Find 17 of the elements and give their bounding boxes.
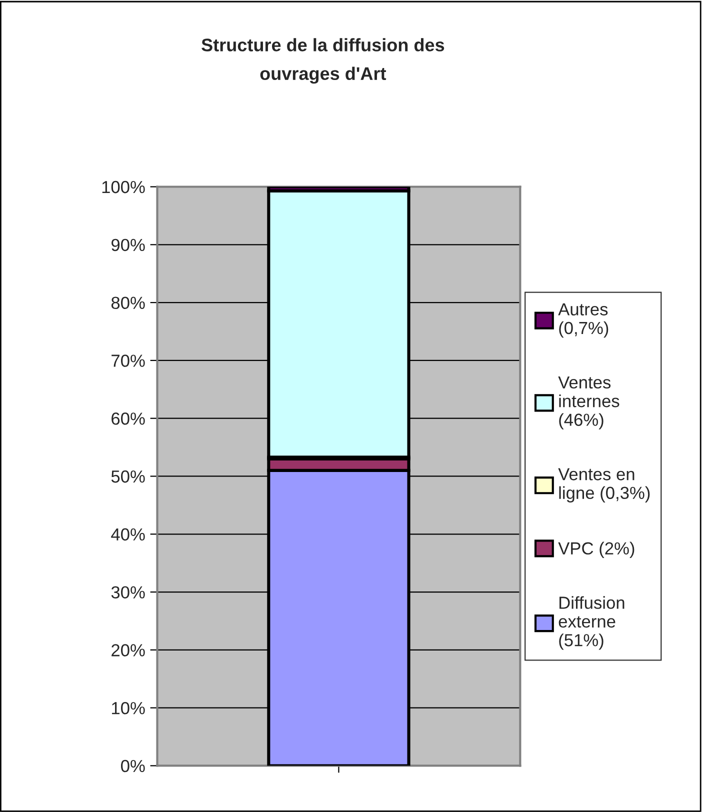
y-tick-label: 70% xyxy=(112,354,145,367)
chart-title: Structure de la diffusion des ouvrages d'Art xyxy=(202,38,444,84)
legend-label: Ventes internes (46%) xyxy=(558,376,620,430)
y-tick-label: 100% xyxy=(102,180,145,194)
y-tick-label: 40% xyxy=(111,528,145,541)
legend-label: VPC (2%) xyxy=(558,542,634,558)
y-tick-label: 30% xyxy=(111,586,145,598)
y-tick-label: 60% xyxy=(112,412,145,425)
y-tick-label: 50% xyxy=(111,470,145,483)
y-tick-label: 80% xyxy=(111,296,145,310)
legend-label: Ventes en ligne (0,3%) xyxy=(558,468,650,502)
y-tick-label: 0% xyxy=(121,760,145,772)
legend-label: Diffusion externe (51%) xyxy=(558,596,624,650)
y-tick-label: 20% xyxy=(112,644,145,656)
y-tick-label: 10% xyxy=(112,702,145,714)
legend-label: Autres (0,7%) xyxy=(558,303,608,338)
y-tick-label: 90% xyxy=(112,238,145,252)
